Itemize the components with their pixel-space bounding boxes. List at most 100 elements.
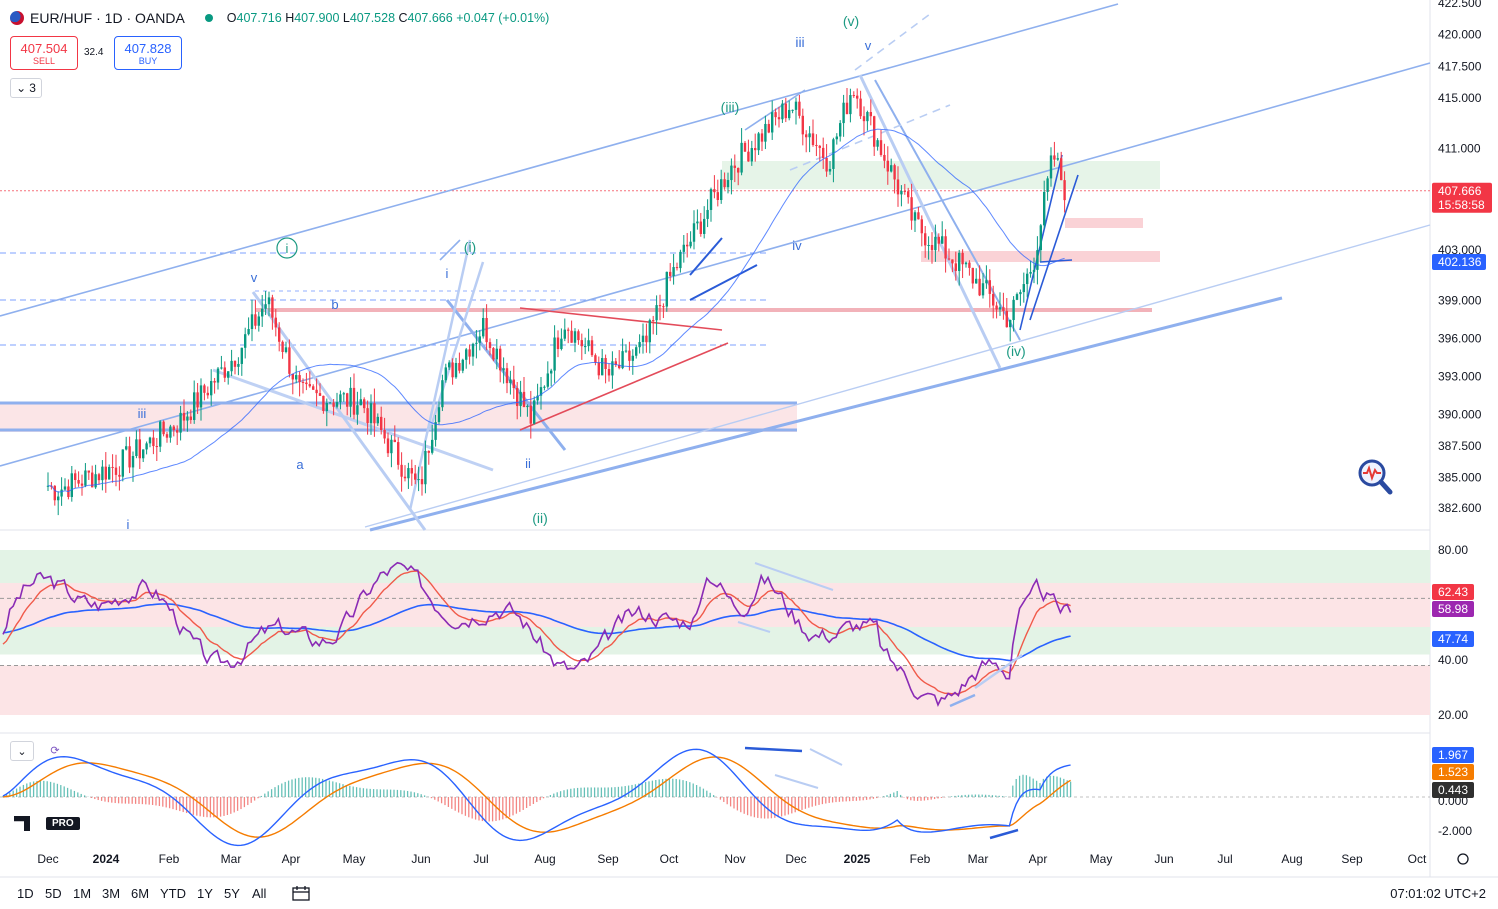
trend-line (989, 828, 1019, 840)
trend-line (974, 653, 1023, 690)
rsi-tag-label: 58.98 (1438, 602, 1468, 616)
range-1d[interactable]: 1D (17, 886, 34, 901)
candle-body (97, 474, 101, 481)
candle-body (862, 116, 866, 122)
clock[interactable]: 07:01:02 UTC+2 (1390, 886, 1486, 901)
range-6m[interactable]: 6M (131, 886, 150, 901)
price-tag (1432, 182, 1492, 213)
range-ytd[interactable]: YTD (160, 886, 186, 901)
candle-body (1012, 299, 1015, 321)
candle-body (210, 381, 213, 396)
trend-line (519, 342, 729, 431)
candle-body (539, 387, 543, 396)
candle-body (380, 416, 383, 430)
candle-body (298, 375, 301, 382)
time-tick-label: Jul (1217, 852, 1232, 866)
candle-body (706, 209, 709, 219)
candle-body (1032, 269, 1036, 272)
time-tick-label: Dec (785, 852, 806, 866)
candle-body (244, 334, 247, 348)
candle-body (944, 236, 947, 259)
candle-body (665, 271, 668, 307)
candle-body (883, 154, 886, 161)
candle-body (63, 486, 67, 490)
candle-body (257, 316, 260, 326)
candle-body (359, 399, 362, 406)
candle-body (352, 387, 356, 415)
price-tick-label: 399.000 (1438, 293, 1482, 307)
candle-body (791, 109, 794, 111)
calendar-icon[interactable] (292, 885, 310, 901)
time-tick-label: Aug (1281, 852, 1302, 866)
time-tick-label: Dec (37, 852, 58, 866)
macd-tag-label: 0.443 (1438, 783, 1468, 797)
candle-body (692, 223, 696, 242)
candle-body (1039, 225, 1042, 251)
candle-body (407, 468, 410, 479)
range-all[interactable]: All (252, 886, 267, 901)
symbol-title[interactable]: EUR/HUF · 1D · OANDA (30, 10, 185, 26)
candle-body (502, 368, 505, 371)
candle-body (237, 363, 240, 367)
candle-body (471, 343, 475, 357)
candle-body (454, 363, 458, 378)
candle-body (104, 466, 107, 480)
candle-body (590, 340, 594, 356)
candle-body (332, 402, 335, 407)
candle-body (478, 336, 481, 343)
candle-body (934, 236, 937, 251)
candle-body (907, 191, 910, 198)
candle-body (750, 148, 753, 162)
magnifier-icon[interactable] (1356, 458, 1396, 498)
wave-label: i (127, 517, 130, 532)
candle-body (856, 95, 859, 99)
candle-body (77, 479, 80, 484)
candle-body (301, 381, 305, 383)
candle-body (288, 347, 291, 374)
candle-body (339, 394, 342, 403)
time-tick-label: Nov (724, 852, 745, 866)
candle-body (852, 95, 855, 97)
candle-body (890, 165, 893, 172)
range-5d[interactable]: 5D (45, 886, 62, 901)
macd-collapse-button[interactable]: ⌄ (10, 741, 34, 761)
candle-body (250, 314, 254, 330)
candle-body (138, 439, 141, 459)
indicators-collapse-button[interactable]: ⌄ 3 (10, 78, 42, 98)
range-5y[interactable]: 5Y (224, 886, 240, 901)
sell-button[interactable]: 407.504 SELL (10, 36, 78, 70)
candle-body (849, 95, 852, 115)
candle-body (716, 192, 719, 200)
candle-body (873, 116, 876, 147)
wave-label: i (286, 241, 289, 256)
price-tick-label: 387.500 (1438, 439, 1482, 453)
time-tick-label: Oct (660, 852, 679, 866)
wave-label: (iv) (1006, 343, 1025, 359)
rsi-tag (1432, 631, 1474, 647)
wave-circle (276, 237, 298, 259)
range-1y[interactable]: 1Y (197, 886, 213, 901)
candle-body (125, 446, 128, 450)
range-1m[interactable]: 1M (73, 886, 92, 901)
candle-body (845, 102, 849, 115)
candle-body (594, 355, 597, 363)
candle-body (172, 426, 175, 431)
candle-body (135, 439, 138, 457)
candle-body (335, 402, 339, 407)
candle-body (869, 112, 872, 117)
candle-body (308, 384, 311, 387)
candle-body (879, 140, 883, 155)
range-3m[interactable]: 3M (102, 886, 121, 901)
trend-line (949, 693, 976, 708)
time-tick-label: Jul (473, 852, 488, 866)
candle-body (70, 473, 73, 497)
time-tick-label: 2025 (844, 852, 871, 866)
candle-body (570, 330, 573, 343)
candle-body (274, 317, 277, 328)
candle-body (968, 262, 971, 268)
candle-body (662, 306, 665, 308)
candle-body (468, 349, 471, 357)
refresh-icon[interactable]: ⟳ (50, 744, 60, 757)
buy-button[interactable]: 407.828 BUY (114, 36, 182, 70)
